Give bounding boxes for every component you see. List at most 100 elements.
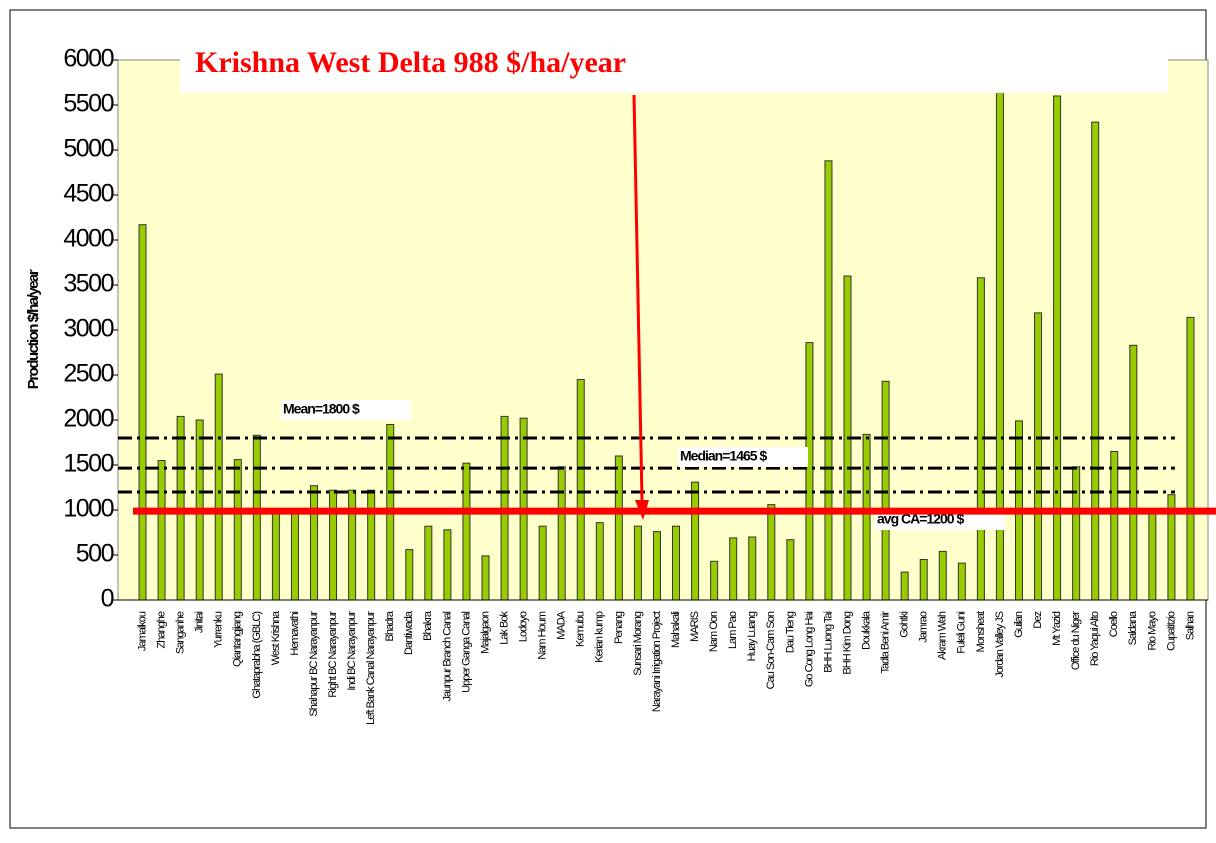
x-tick-label: Sanganhe bbox=[175, 611, 187, 654]
y-tick-label: 4500 bbox=[63, 180, 113, 208]
bar bbox=[290, 511, 299, 601]
y-tick-label: 4000 bbox=[63, 225, 113, 253]
x-tick-label: Jordan Valley JS bbox=[994, 611, 1006, 677]
bar bbox=[1053, 95, 1062, 601]
x-tick-label: Lam Pao bbox=[727, 611, 739, 649]
x-tick-label: Cau Son-Cam Son bbox=[765, 611, 777, 689]
bar bbox=[443, 529, 452, 601]
x-tick-label: Lodoyo bbox=[518, 611, 530, 642]
bar bbox=[633, 525, 642, 601]
x-tick-label: Shahapur BC Narayanpur bbox=[308, 611, 320, 717]
x-tick-label: Narayani Irrigation Project bbox=[651, 611, 663, 712]
bar bbox=[481, 555, 490, 601]
x-tick-label: Monsheat bbox=[975, 611, 987, 652]
x-tick-label: Gohtki bbox=[899, 611, 911, 637]
x-tick-label: Kerian kump bbox=[594, 611, 606, 663]
x-tick-label: Upper Ganga Canal bbox=[460, 611, 472, 692]
bar bbox=[595, 522, 604, 601]
y-tick-label: 6000 bbox=[63, 45, 113, 73]
chart-title: Krishna West Delta 988 $/ha/year bbox=[195, 46, 626, 79]
bar bbox=[576, 379, 585, 601]
x-tick-label: Lak Bok bbox=[498, 611, 510, 645]
reference-label: Mean=1800 $ bbox=[283, 401, 360, 417]
y-tick-label: 3000 bbox=[63, 315, 113, 343]
bar bbox=[652, 531, 661, 601]
reference-label-box bbox=[875, 510, 1005, 530]
x-tick-label: Bhadra bbox=[384, 610, 396, 641]
bar bbox=[1072, 466, 1081, 601]
x-tick-label: Qiantangjiang bbox=[232, 611, 244, 667]
bar bbox=[1186, 316, 1195, 601]
x-tick-label: Jamalkou bbox=[136, 611, 148, 651]
bar bbox=[271, 510, 280, 601]
bar bbox=[405, 549, 414, 601]
x-tick-label: Zhanghe bbox=[155, 611, 167, 648]
bar bbox=[252, 434, 261, 601]
x-tick-label: West Krishna bbox=[270, 610, 282, 665]
x-tick-label: Cupatitzio bbox=[1165, 611, 1177, 651]
x-tick-label: Go Cong Long Hai bbox=[803, 611, 815, 687]
x-tick-label: Dantiwada bbox=[403, 610, 415, 655]
y-tick-label: 5500 bbox=[63, 90, 113, 118]
bar bbox=[957, 562, 966, 601]
x-tick-label: Majalgaon bbox=[479, 611, 491, 654]
bar bbox=[462, 462, 471, 601]
x-tick-label: Mt Yazid bbox=[1051, 611, 1063, 646]
x-tick-label: Jinitai bbox=[194, 611, 206, 633]
x-tick-label: Penang bbox=[613, 611, 625, 644]
bar bbox=[538, 525, 547, 601]
x-tick-label: Jamrao bbox=[918, 611, 930, 643]
bar bbox=[767, 504, 776, 601]
y-tick-label: 2500 bbox=[63, 360, 113, 388]
x-tick-label: Salhan bbox=[1184, 611, 1196, 640]
bar bbox=[329, 489, 338, 601]
x-tick-label: Yurrenku bbox=[213, 611, 225, 648]
bar bbox=[424, 525, 433, 601]
y-tick-label: 3500 bbox=[63, 270, 113, 298]
x-tick-label: Nam Oon bbox=[708, 611, 720, 652]
y-tick-label: 1000 bbox=[63, 495, 113, 523]
reference-label-box bbox=[281, 400, 411, 420]
bar bbox=[233, 459, 242, 601]
x-tick-label: Bhakra bbox=[422, 610, 434, 641]
x-tick-label: BHH Luong Tai bbox=[822, 611, 834, 672]
bar bbox=[786, 539, 795, 601]
x-tick-label: Kemubu bbox=[575, 611, 587, 647]
bar bbox=[1129, 344, 1138, 601]
bar bbox=[900, 571, 909, 601]
x-tick-label: Doukkala bbox=[860, 610, 872, 650]
bar bbox=[1091, 121, 1100, 601]
x-tick-label: Right BC Narayanpur bbox=[327, 611, 339, 698]
bar bbox=[367, 489, 376, 601]
arrow-head bbox=[635, 500, 649, 520]
bar bbox=[729, 537, 738, 601]
x-tick-label: Jaunpur Branch Canal bbox=[441, 611, 453, 701]
bar bbox=[557, 466, 566, 601]
x-tick-label: Rio Yaqui Alto bbox=[1089, 611, 1101, 666]
x-tick-label: Coello bbox=[1108, 611, 1120, 637]
x-tick-label: Huay Luang bbox=[746, 611, 758, 661]
y-axis-label: Production $/ha/year bbox=[25, 269, 42, 389]
bar bbox=[157, 460, 166, 601]
y-tick-label: 500 bbox=[76, 540, 114, 568]
bar bbox=[1148, 509, 1157, 601]
x-tick-label: Guilan bbox=[1013, 611, 1025, 638]
x-tick-label: Dau Tieng bbox=[784, 611, 796, 653]
bar bbox=[805, 342, 814, 601]
x-tick-label: Akram Wah bbox=[937, 611, 949, 660]
x-tick-label: Nam Houm bbox=[537, 611, 549, 659]
x-tick-label: Saldana bbox=[1127, 610, 1139, 645]
bar bbox=[748, 536, 757, 601]
bar bbox=[824, 160, 833, 601]
bar bbox=[1034, 312, 1043, 601]
bar bbox=[214, 373, 223, 601]
bar bbox=[938, 550, 947, 601]
x-tick-label: Fuleli Guni bbox=[956, 611, 968, 653]
reference-label: Median=1465 $ bbox=[680, 448, 767, 464]
bar bbox=[138, 224, 147, 601]
x-tick-label: MADA bbox=[556, 610, 568, 639]
bar bbox=[691, 481, 700, 601]
y-tick-label: 1500 bbox=[63, 450, 113, 478]
title-box bbox=[180, 56, 1168, 93]
